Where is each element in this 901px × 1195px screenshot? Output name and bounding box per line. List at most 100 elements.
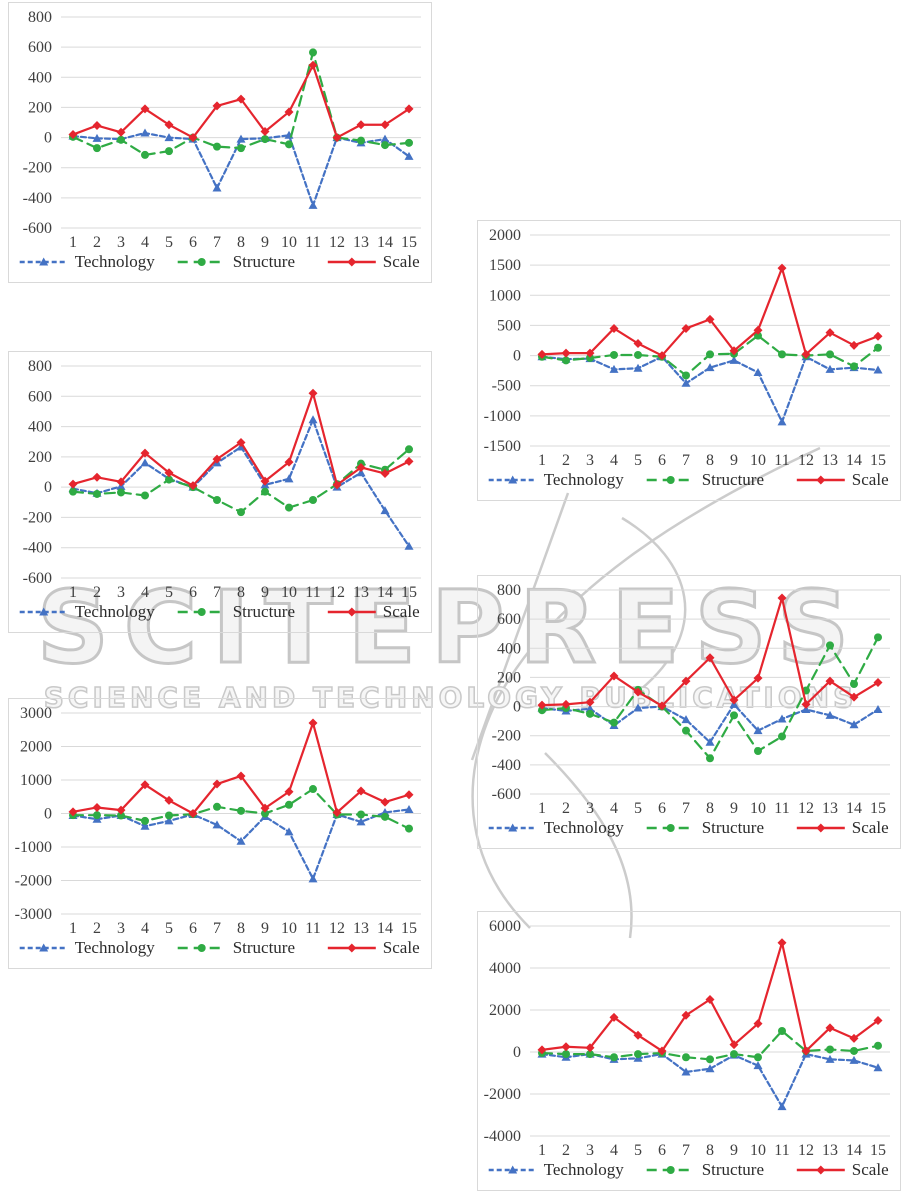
- svg-text:400: 400: [497, 640, 521, 657]
- svg-text:4: 4: [141, 234, 149, 251]
- svg-text:7: 7: [682, 800, 690, 817]
- series-structure: [538, 331, 882, 380]
- svg-text:1: 1: [69, 584, 77, 601]
- series-scale: [537, 938, 883, 1056]
- legend-item-scale: Scale: [327, 602, 420, 621]
- svg-text:5: 5: [165, 920, 173, 937]
- legend-item-structure: Structure: [646, 818, 764, 837]
- svg-text:5: 5: [165, 234, 173, 251]
- svg-text:6: 6: [189, 920, 197, 937]
- svg-text:600: 600: [497, 611, 521, 628]
- chart-panel-bottom-right: -4000 -2000 0 2000 4000 6000 1 2 3 4 5 6 7 8 9 10 11 12 13…: [477, 911, 901, 1191]
- svg-text:11: 11: [774, 1142, 789, 1159]
- y-axis-labels: -1500 -1000 -500 0 500 1000 1500 2000: [484, 227, 521, 455]
- svg-text:1: 1: [538, 1142, 546, 1159]
- svg-text:-400: -400: [23, 190, 52, 207]
- svg-text:14: 14: [846, 1142, 862, 1159]
- svg-text:13: 13: [353, 584, 369, 601]
- chart-legend: Technology Structure Scale: [488, 470, 889, 489]
- series-technology: [537, 699, 883, 746]
- svg-text:200: 200: [28, 449, 52, 466]
- svg-text:9: 9: [730, 452, 738, 469]
- svg-text:11: 11: [305, 920, 320, 937]
- svg-text:4: 4: [610, 452, 618, 469]
- legend-item-technology: Technology: [488, 818, 625, 837]
- legend-item-structure: Structure: [646, 470, 764, 489]
- svg-text:10: 10: [281, 234, 297, 251]
- svg-text:Structure: Structure: [702, 1160, 764, 1179]
- series-scale: [68, 388, 414, 491]
- svg-text:10: 10: [281, 584, 297, 601]
- svg-text:13: 13: [822, 452, 838, 469]
- svg-text:13: 13: [353, 234, 369, 251]
- svg-text:400: 400: [28, 419, 52, 436]
- chart-legend: Technology Structure Scale: [19, 938, 420, 957]
- svg-text:1: 1: [69, 234, 77, 251]
- svg-text:8: 8: [706, 452, 714, 469]
- y-axis-labels: -600 -400 -200 0 200 400 600 800: [492, 582, 521, 803]
- y-axis-labels: -3000 -2000 -1000 0 1000 2000 3000: [15, 705, 52, 923]
- x-axis-labels: 1 2 3 4 5 6 7 8 9 10 11 12 13 14 15: [69, 920, 417, 937]
- svg-text:9: 9: [261, 584, 269, 601]
- legend-item-structure: Structure: [177, 252, 295, 271]
- legend-item-structure: Structure: [177, 602, 295, 621]
- x-axis-labels: 1 2 3 4 5 6 7 8 9 10 11 12 13 14 15: [69, 584, 417, 601]
- svg-text:13: 13: [353, 920, 369, 937]
- legend-item-scale: Scale: [796, 470, 889, 489]
- svg-text:-400: -400: [23, 540, 52, 557]
- svg-text:14: 14: [377, 584, 393, 601]
- svg-text:Structure: Structure: [233, 602, 295, 621]
- svg-text:11: 11: [774, 800, 789, 817]
- svg-text:9: 9: [730, 800, 738, 817]
- svg-text:0: 0: [513, 699, 521, 716]
- svg-text:12: 12: [798, 1142, 814, 1159]
- svg-text:-400: -400: [492, 757, 521, 774]
- svg-text:1000: 1000: [489, 287, 521, 304]
- svg-text:12: 12: [329, 584, 345, 601]
- svg-text:4: 4: [141, 920, 149, 937]
- svg-text:14: 14: [377, 920, 393, 937]
- series-scale: [68, 60, 414, 143]
- svg-text:2: 2: [562, 800, 570, 817]
- svg-text:Structure: Structure: [702, 818, 764, 837]
- series-scale: [537, 263, 883, 361]
- svg-text:8: 8: [706, 1142, 714, 1159]
- svg-text:Technology: Technology: [544, 818, 625, 837]
- svg-text:12: 12: [329, 920, 345, 937]
- legend-item-technology: Technology: [19, 602, 155, 621]
- legend-item-scale: Scale: [796, 818, 889, 837]
- svg-text:-2000: -2000: [15, 873, 52, 890]
- gridlines: [61, 16, 421, 229]
- svg-text:1: 1: [69, 920, 77, 937]
- svg-text:Structure: Structure: [233, 938, 295, 957]
- svg-text:-200: -200: [23, 509, 52, 526]
- svg-text:Scale: Scale: [383, 602, 420, 621]
- svg-text:2000: 2000: [489, 227, 521, 244]
- svg-text:1: 1: [538, 452, 546, 469]
- svg-text:-600: -600: [23, 220, 52, 237]
- svg-text:-600: -600: [23, 570, 52, 587]
- svg-text:6: 6: [658, 1142, 666, 1159]
- svg-text:1000: 1000: [20, 772, 52, 789]
- svg-text:600: 600: [28, 388, 52, 405]
- svg-text:9: 9: [730, 1142, 738, 1159]
- legend-item-technology: Technology: [488, 1160, 624, 1179]
- svg-text:2: 2: [93, 920, 101, 937]
- svg-text:-2000: -2000: [484, 1086, 521, 1103]
- svg-text:500: 500: [497, 317, 521, 334]
- x-axis-labels: 1 2 3 4 5 6 7 8 9 10 11 12 13 14 15: [538, 452, 886, 469]
- y-axis-labels: -4000 -2000 0 2000 4000 6000: [484, 918, 521, 1145]
- svg-text:7: 7: [682, 1142, 690, 1159]
- watermark-title: SCITEPRESS: [35, 569, 865, 686]
- svg-text:5: 5: [634, 1142, 642, 1159]
- svg-text:12: 12: [329, 234, 345, 251]
- svg-text:-200: -200: [23, 160, 52, 177]
- gridlines: [61, 365, 421, 579]
- series-structure: [538, 633, 882, 763]
- svg-text:Technology: Technology: [75, 252, 156, 271]
- svg-text:8: 8: [237, 584, 245, 601]
- svg-text:10: 10: [750, 1142, 766, 1159]
- svg-text:4: 4: [141, 584, 149, 601]
